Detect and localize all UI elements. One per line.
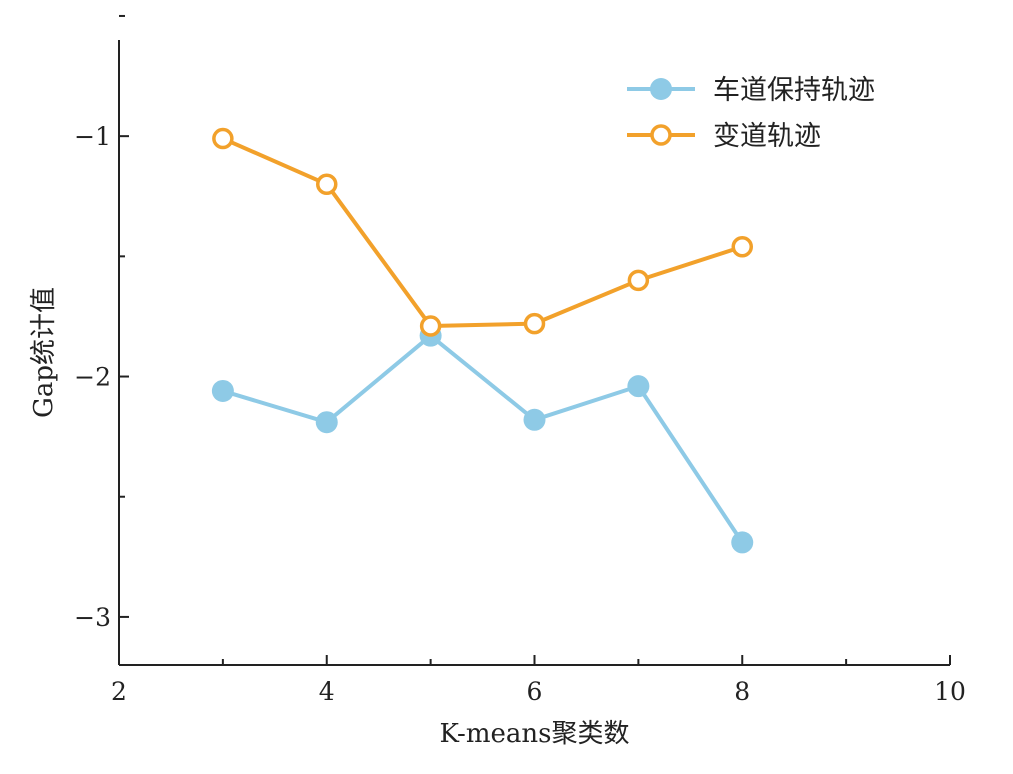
x-tick-label: 2 — [111, 677, 127, 706]
x-axis-title: K-means聚类数 — [440, 719, 630, 749]
data-point — [731, 531, 754, 554]
data-point — [627, 375, 650, 398]
data-point — [523, 312, 546, 335]
y-axis-title: Gap统计值 — [29, 287, 59, 418]
data-point — [212, 127, 234, 150]
y-axis-ticks: −3 −2 −1 — [74, 14, 129, 632]
x-tick-label: 8 — [734, 677, 750, 706]
series-line — [222, 136, 743, 329]
data-point — [419, 315, 442, 337]
x-tick-label: 6 — [527, 677, 543, 706]
series-layer — [211, 127, 754, 554]
data-point — [523, 408, 546, 431]
data-point — [211, 379, 234, 402]
series-line — [222, 333, 744, 544]
data-point — [627, 269, 650, 292]
y-tick-label: −1 — [74, 122, 111, 151]
axes — [118, 40, 950, 666]
data-point — [315, 411, 338, 434]
legend-label: 变道轨迹 — [713, 121, 821, 152]
x-tick-label: 4 — [319, 677, 335, 706]
x-tick-label: 10 — [934, 677, 966, 706]
series-1 — [211, 324, 754, 554]
series-2 — [212, 127, 753, 337]
y-tick-label: −2 — [74, 363, 111, 392]
x-axis-ticks: 2 4 6 8 10 — [111, 655, 966, 706]
data-point — [316, 173, 338, 195]
y-tick-label: −3 — [74, 603, 111, 632]
legend-label: 车道保持轨迹 — [713, 75, 875, 106]
data-point — [731, 235, 753, 258]
legend-marker — [650, 78, 672, 100]
legend-marker — [650, 124, 672, 146]
